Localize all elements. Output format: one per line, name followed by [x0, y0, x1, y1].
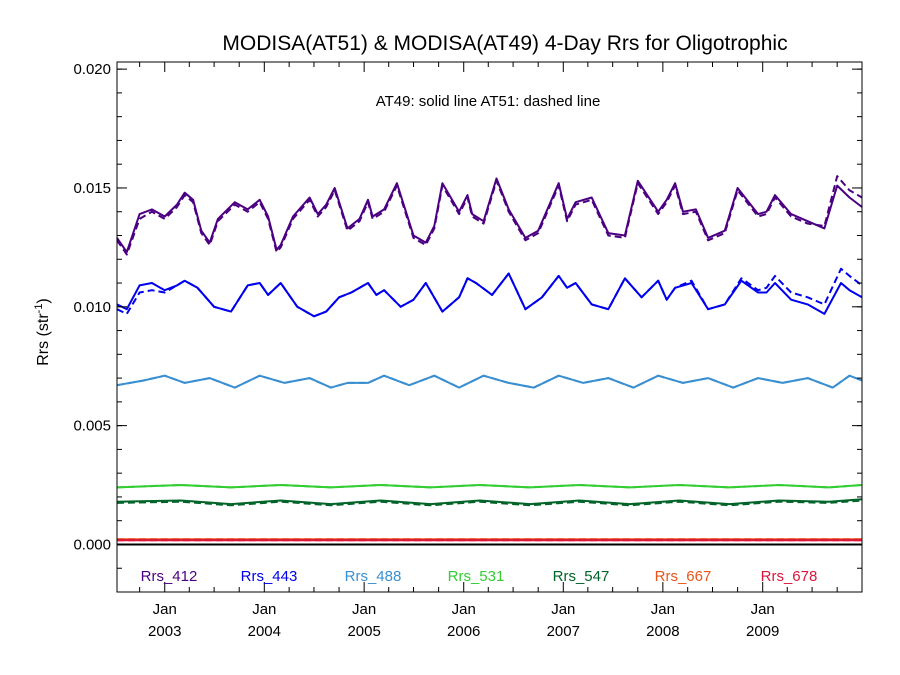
- legend-entry: Rrs_488: [345, 568, 402, 585]
- y-tick-label: 0.015: [73, 180, 111, 197]
- chart-annotation: AT49: solid line AT51: dashed line: [376, 93, 601, 110]
- x-tick-label-month: Jan: [153, 601, 177, 618]
- y-tick-label: 0.010: [73, 299, 111, 316]
- legend-entry: Rrs_667: [655, 568, 712, 585]
- x-tick-label-year: 2007: [547, 623, 580, 640]
- legend-entry: Rrs_443: [241, 568, 298, 585]
- x-tick-label-year: 2008: [646, 623, 679, 640]
- rrs-547-dashed-line: [116, 499, 863, 507]
- x-tick-label-month: Jan: [352, 601, 376, 618]
- x-tick-label-year: 2003: [148, 623, 181, 640]
- y-axis-label: Rrs (str-1): [33, 298, 52, 366]
- legend-entry: Rrs_531: [448, 568, 505, 585]
- x-tick-label-month: Jan: [252, 601, 276, 618]
- y-tick-label: 0.020: [73, 61, 111, 78]
- legend-entry: Rrs_678: [761, 568, 818, 585]
- x-tick-label-month: Jan: [551, 601, 575, 618]
- rrs-547-solid-line: [116, 498, 863, 506]
- rrs-488-dashed-line: [116, 374, 863, 389]
- rrs-443-dashed-line: [116, 267, 863, 318]
- x-tick-label-year: 2009: [746, 623, 779, 640]
- legend: Rrs_412 Rrs_443 Rrs_488 Rrs_531 Rrs_547 Rrs_6…: [141, 568, 818, 585]
- y-tick-label: 0.000: [73, 536, 111, 553]
- plot-frame: [116, 61, 863, 593]
- y-tick-label: 0.005: [73, 418, 111, 435]
- rrs-412-solid-line: [116, 177, 863, 254]
- x-tick-label-year: 2006: [447, 623, 480, 640]
- rrs-443-solid-line: [116, 272, 863, 318]
- rrs-412-dashed-line: [116, 175, 863, 256]
- legend-entry: Rrs_412: [141, 568, 198, 585]
- x-tick-label-month: Jan: [452, 601, 476, 618]
- x-tick-label-year: 2004: [248, 623, 281, 640]
- legend-entry: Rrs_547: [553, 568, 610, 585]
- chart-title: MODISA(AT51) & MODISA(AT49) 4-Day Rrs fo…: [222, 32, 787, 55]
- axes: 0.000 0.005 0.010 0.015 0.020 Jan 2003 Jan 2004 J…: [73, 61, 863, 640]
- x-tick-label-month: Jan: [751, 601, 775, 618]
- x-tick-label-month: Jan: [651, 601, 675, 618]
- series-layer: [116, 175, 863, 542]
- x-tick-label-year: 2005: [347, 623, 380, 640]
- rrs-531-dashed-line: [116, 484, 863, 489]
